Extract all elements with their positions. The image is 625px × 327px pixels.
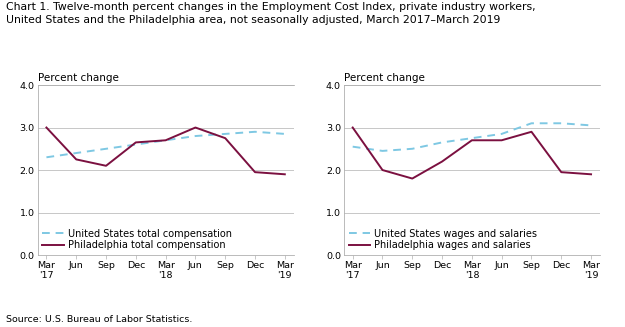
Philadelphia total compensation: [192, 126, 199, 129]
Line: United States wages and salaries: United States wages and salaries: [352, 123, 591, 151]
United States wages and salaries: [528, 121, 535, 125]
Philadelphia wages and salaries: [558, 170, 565, 174]
Philadelphia total compensation: [221, 136, 229, 140]
Legend: United States total compensation, Philadelphia total compensation: United States total compensation, Philad…: [42, 229, 232, 250]
Line: Philadelphia wages and salaries: Philadelphia wages and salaries: [352, 128, 591, 179]
United States total compensation: [42, 155, 50, 159]
United States total compensation: [281, 132, 289, 136]
Philadelphia wages and salaries: [498, 138, 506, 142]
United States total compensation: [162, 138, 169, 142]
United States wages and salaries: [349, 145, 356, 148]
Philadelphia wages and salaries: [409, 177, 416, 181]
United States total compensation: [132, 143, 139, 146]
Philadelphia wages and salaries: [528, 130, 535, 134]
Text: Percent change: Percent change: [344, 73, 424, 83]
United States wages and salaries: [558, 121, 565, 125]
United States wages and salaries: [409, 147, 416, 151]
United States wages and salaries: [438, 141, 446, 145]
Philadelphia wages and salaries: [379, 168, 386, 172]
Philadelphia total compensation: [281, 172, 289, 176]
Text: Percent change: Percent change: [38, 73, 118, 83]
Philadelphia total compensation: [72, 158, 80, 162]
Philadelphia total compensation: [162, 138, 169, 142]
Philadelphia wages and salaries: [468, 138, 476, 142]
United States wages and salaries: [379, 149, 386, 153]
Philadelphia wages and salaries: [349, 126, 356, 129]
Text: Source: U.S. Bureau of Labor Statistics.: Source: U.S. Bureau of Labor Statistics.: [6, 315, 192, 324]
United States total compensation: [72, 151, 80, 155]
Philadelphia wages and salaries: [438, 160, 446, 164]
United States total compensation: [192, 134, 199, 138]
Philadelphia wages and salaries: [588, 172, 595, 176]
United States wages and salaries: [468, 136, 476, 140]
Philadelphia total compensation: [102, 164, 110, 168]
Philadelphia total compensation: [251, 170, 259, 174]
Text: Chart 1. Twelve-month percent changes in the Employment Cost Index, private indu: Chart 1. Twelve-month percent changes in…: [6, 2, 536, 25]
Line: Philadelphia total compensation: Philadelphia total compensation: [46, 128, 285, 174]
United States total compensation: [251, 130, 259, 134]
Line: United States total compensation: United States total compensation: [46, 132, 285, 157]
Philadelphia total compensation: [132, 141, 139, 145]
United States total compensation: [102, 147, 110, 151]
Philadelphia total compensation: [42, 126, 50, 129]
United States wages and salaries: [498, 132, 506, 136]
United States wages and salaries: [588, 124, 595, 128]
Legend: United States wages and salaries, Philadelphia wages and salaries: United States wages and salaries, Philad…: [349, 229, 537, 250]
United States total compensation: [221, 132, 229, 136]
